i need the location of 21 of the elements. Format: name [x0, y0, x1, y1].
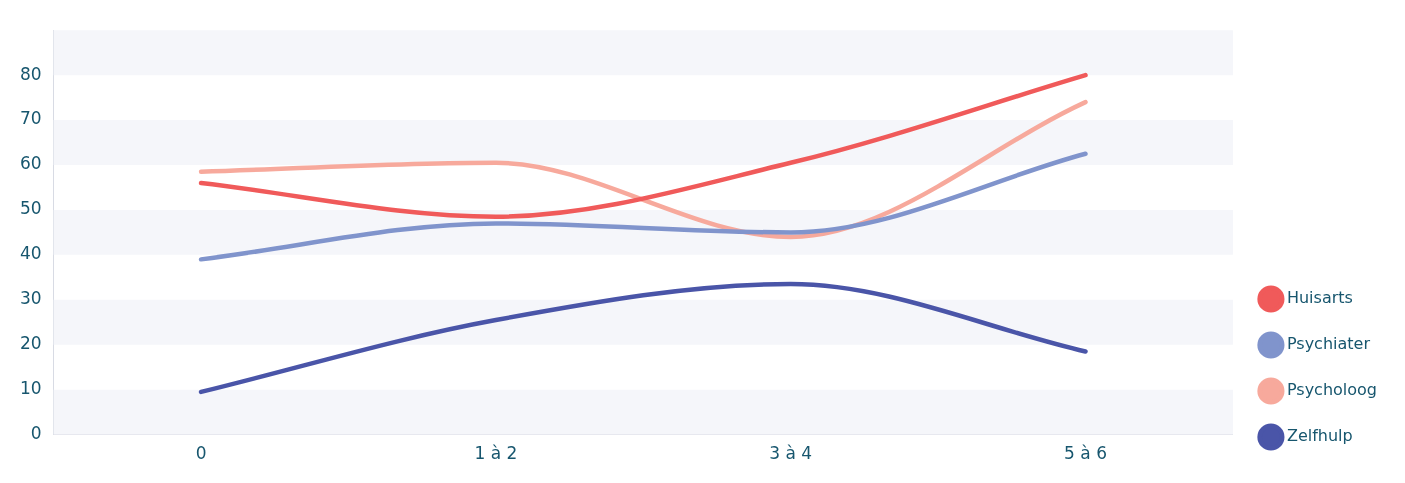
legend-label: Zelfhulp — [1286, 426, 1353, 446]
y-tick-label: 0 — [30, 423, 42, 444]
y-tick-label: 30 — [19, 288, 42, 309]
x-tick-label: 3 à 4 — [769, 443, 813, 464]
legend-label: Psycholoog — [1286, 380, 1377, 400]
x-tick-label: 1 à 2 — [474, 443, 518, 464]
y-tick-label: 60 — [19, 153, 42, 174]
y-tick-label: 80 — [19, 63, 42, 84]
legend-label: Huisarts — [1286, 288, 1353, 308]
x-tick-label: 5 à 6 — [1064, 443, 1107, 464]
y-tick-label: 50 — [19, 198, 42, 219]
legend-label: Psychiater — [1286, 334, 1371, 354]
x-tick-label: 0 — [195, 443, 207, 464]
y-tick-label: 40 — [19, 243, 42, 264]
y-tick-label: 20 — [19, 333, 42, 354]
line-series — [198, 151, 1088, 262]
line-series — [198, 72, 1088, 219]
line-series — [198, 281, 1088, 395]
y-tick-label: 70 — [19, 108, 42, 129]
line-series — [198, 99, 1088, 240]
y-tick-label: 10 — [19, 378, 42, 399]
